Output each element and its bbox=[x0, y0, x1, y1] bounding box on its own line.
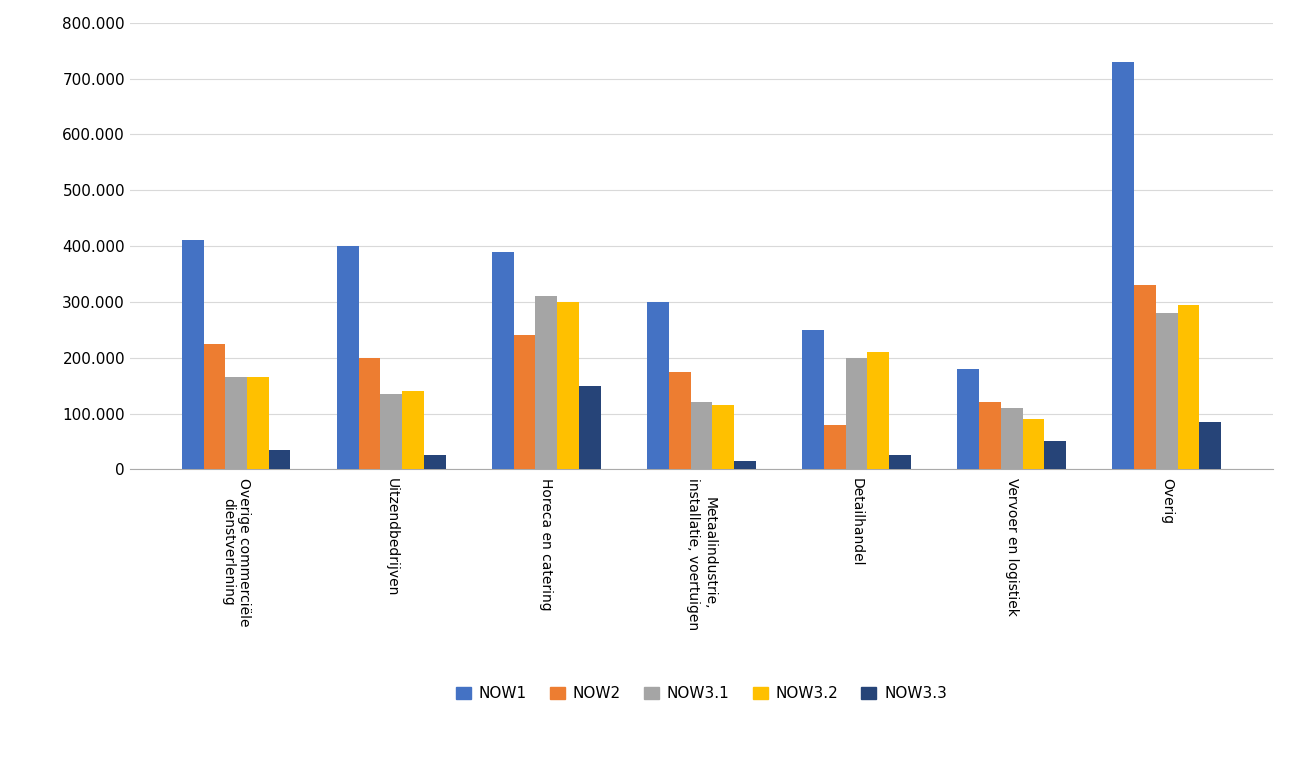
Bar bbox=[359, 358, 381, 469]
Bar bbox=[803, 330, 824, 469]
Bar bbox=[1134, 285, 1156, 469]
Bar bbox=[269, 450, 291, 469]
Bar bbox=[1112, 62, 1134, 469]
Bar bbox=[691, 403, 712, 469]
Bar bbox=[647, 302, 669, 469]
Bar bbox=[734, 461, 756, 469]
Bar bbox=[1044, 441, 1066, 469]
Bar bbox=[492, 251, 514, 469]
Bar bbox=[381, 394, 403, 469]
Bar bbox=[1199, 422, 1221, 469]
Bar bbox=[1022, 419, 1044, 469]
Bar bbox=[204, 344, 225, 469]
Bar bbox=[403, 391, 423, 469]
Bar bbox=[979, 403, 1000, 469]
Bar bbox=[712, 405, 734, 469]
Bar bbox=[514, 335, 535, 469]
Bar bbox=[1178, 304, 1199, 469]
Bar bbox=[1000, 408, 1022, 469]
Bar bbox=[579, 385, 600, 469]
Bar bbox=[868, 352, 889, 469]
Bar bbox=[1156, 313, 1178, 469]
Bar bbox=[182, 241, 204, 469]
Bar bbox=[423, 456, 446, 469]
Bar bbox=[557, 302, 579, 469]
Bar bbox=[336, 246, 359, 469]
Legend: NOW1, NOW2, NOW3.1, NOW3.2, NOW3.3: NOW1, NOW2, NOW3.1, NOW3.2, NOW3.3 bbox=[449, 680, 953, 707]
Bar bbox=[824, 425, 846, 469]
Bar bbox=[247, 377, 269, 469]
Bar bbox=[889, 456, 911, 469]
Bar bbox=[846, 358, 868, 469]
Bar bbox=[225, 377, 247, 469]
Bar bbox=[669, 372, 691, 469]
Bar bbox=[535, 296, 557, 469]
Bar bbox=[957, 369, 979, 469]
